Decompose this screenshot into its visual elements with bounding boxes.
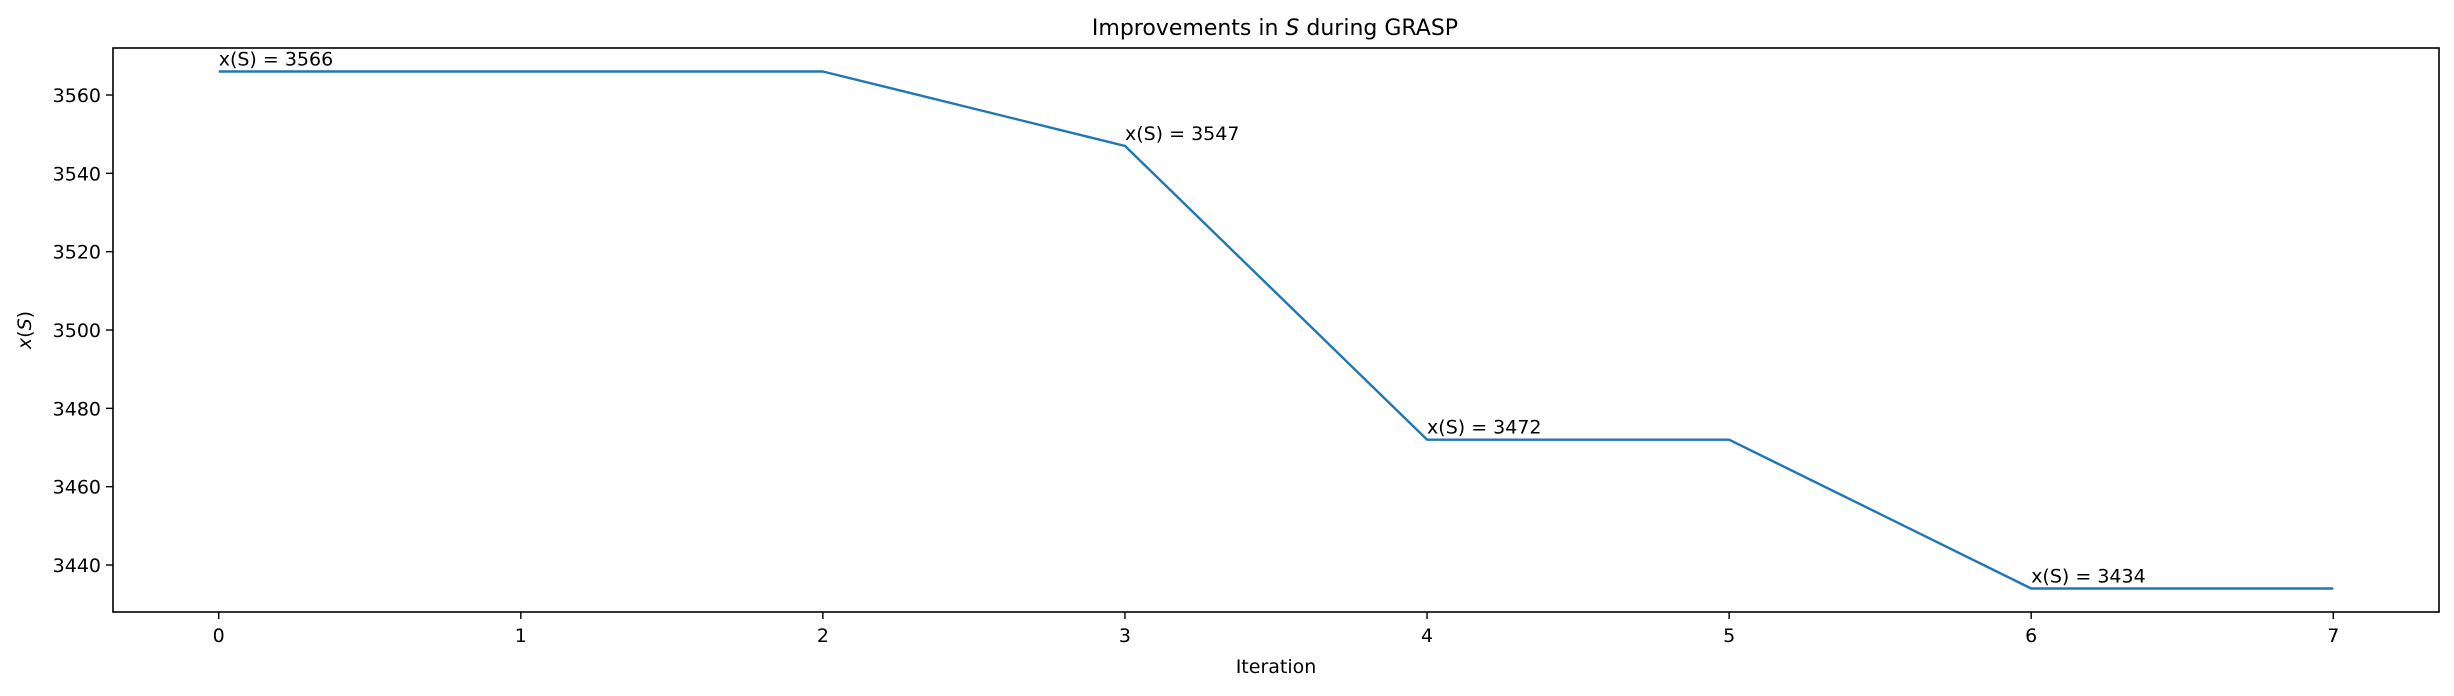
y-tick-label: 3460 [53, 477, 101, 499]
x-axis-ticks: 0 1 2 3 4 5 6 7 [213, 612, 2339, 647]
chart-title-suffix: during GRASP [1299, 16, 1458, 41]
x-tick-label: 3 [1119, 625, 1131, 647]
x-tick-label: 5 [1723, 625, 1735, 647]
y-tick-label: 3440 [53, 555, 101, 577]
value-annotation: x(S) = 3566 [219, 49, 333, 71]
annotation-layer: x(S) = 3566 x(S) = 3547 x(S) = 3472 x(S) = … [219, 49, 2146, 588]
x-tick-label: 2 [817, 625, 829, 647]
value-annotation: x(S) = 3472 [1427, 417, 1541, 439]
y-axis-label-s: S [14, 318, 36, 330]
value-annotation: x(S) = 3434 [2031, 566, 2145, 588]
series-line [218, 70, 2334, 590]
x-tick-label: 4 [1421, 625, 1433, 647]
y-tick-label: 3480 [53, 398, 101, 420]
x-tick-label: 6 [2025, 625, 2037, 647]
series-layer [218, 70, 2334, 590]
chart-title-italic: S [1285, 16, 1299, 41]
x-tick-label: 7 [2327, 625, 2339, 647]
value-annotation: x(S) = 3547 [1125, 123, 1239, 145]
chart-title-prefix: Improvements in [1092, 16, 1286, 41]
x-tick-label: 0 [213, 625, 225, 647]
y-axis-label-x: x [14, 337, 36, 350]
chart-title: Improvements in S during GRASP [1092, 16, 1458, 41]
y-axis-label-close: ) [14, 311, 36, 318]
x-tick-label: 1 [515, 625, 527, 647]
y-tick-label: 3560 [53, 85, 101, 107]
y-axis-label: x(S) [14, 311, 36, 350]
y-tick-label: 3520 [53, 242, 101, 264]
y-axis-label-open: ( [14, 330, 36, 337]
y-axis-ticks: 3440 3460 3480 3500 3520 3540 3560 [53, 85, 113, 577]
x-axis-label: Iteration [1236, 656, 1317, 678]
y-tick-label: 3540 [53, 163, 101, 185]
y-tick-label: 3500 [53, 320, 101, 342]
